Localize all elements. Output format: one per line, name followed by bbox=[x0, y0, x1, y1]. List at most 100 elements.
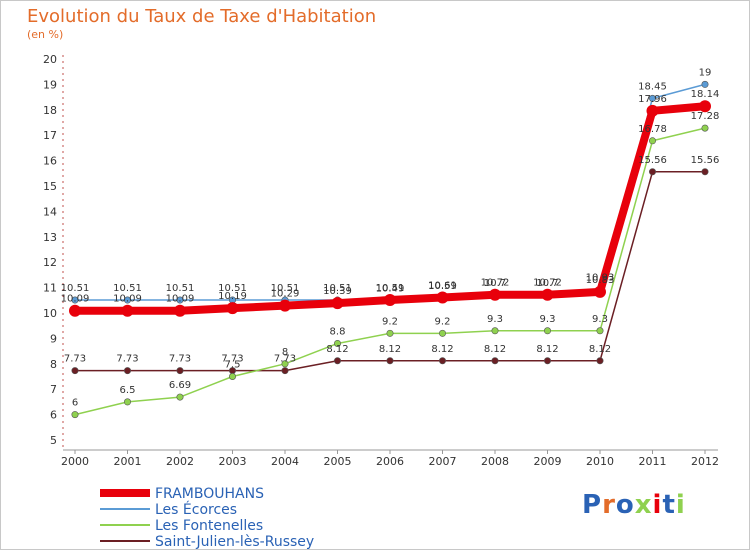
data-label: 10.93 bbox=[586, 272, 615, 283]
data-point bbox=[491, 357, 499, 365]
data-label: 10.51 bbox=[113, 283, 142, 294]
data-point bbox=[176, 393, 184, 401]
x-tick-label: 2011 bbox=[639, 455, 667, 468]
data-point bbox=[438, 357, 446, 365]
data-point bbox=[701, 80, 709, 88]
data-point bbox=[386, 329, 394, 337]
data-point bbox=[69, 304, 81, 317]
logo-letter: x bbox=[634, 490, 653, 520]
data-point bbox=[543, 327, 551, 335]
data-point bbox=[71, 367, 79, 375]
data-point bbox=[176, 296, 184, 304]
data-label: 8.12 bbox=[431, 344, 453, 355]
data-point bbox=[229, 372, 237, 380]
data-point bbox=[124, 367, 132, 375]
data-label: 10.29 bbox=[271, 289, 300, 300]
data-point bbox=[124, 296, 132, 304]
legend-label: FRAMBOUHANS bbox=[155, 486, 264, 502]
x-tick-label: 2009 bbox=[534, 455, 562, 468]
y-tick-label: 19 bbox=[43, 78, 57, 91]
data-label: 15.56 bbox=[638, 155, 667, 166]
data-point bbox=[648, 168, 656, 176]
y-tick-label: 9 bbox=[50, 332, 57, 345]
y-tick-label: 7 bbox=[50, 383, 57, 396]
data-label: 10.51 bbox=[218, 283, 247, 294]
data-label: 10.49 bbox=[376, 284, 405, 295]
data-label: 8.8 bbox=[330, 326, 346, 337]
data-point bbox=[174, 304, 186, 317]
y-tick-label: 12 bbox=[43, 256, 57, 269]
data-point bbox=[279, 299, 291, 312]
data-label: 6.69 bbox=[169, 380, 191, 391]
x-tick-label: 2001 bbox=[114, 455, 142, 468]
data-point bbox=[386, 357, 394, 365]
data-label: 16.78 bbox=[638, 124, 667, 135]
axes: 5 6 7 8 9 10 11 12 13 14 15 16 17 18 19 20 2000 2001 2002 2… bbox=[43, 53, 719, 468]
data-label: 7.73 bbox=[116, 354, 138, 365]
data-point bbox=[701, 168, 709, 176]
logo-letter: i bbox=[652, 490, 663, 520]
data-labels: 10.09 10.09 10.09 10.19 10.29 10.39 10.51 10.61… bbox=[61, 67, 720, 408]
data-label: 8 bbox=[282, 347, 288, 358]
logo-letter: i bbox=[675, 490, 686, 520]
data-point bbox=[596, 357, 604, 365]
data-point bbox=[436, 291, 449, 304]
data-point bbox=[281, 367, 289, 375]
y-tick-label: 15 bbox=[43, 180, 57, 193]
data-label: 10.39 bbox=[323, 286, 352, 297]
data-label: 10.51 bbox=[271, 283, 300, 294]
y-tick-label: 16 bbox=[43, 155, 57, 168]
y-tick-label: 6 bbox=[50, 409, 57, 422]
data-label: 10.51 bbox=[166, 283, 195, 294]
data-label: 6 bbox=[72, 398, 78, 409]
y-tick-label: 5 bbox=[50, 434, 57, 447]
data-label: 10.61 bbox=[428, 281, 457, 292]
data-point bbox=[333, 357, 341, 365]
x-tick-label: 2007 bbox=[429, 455, 457, 468]
data-label: 15.56 bbox=[691, 155, 720, 166]
data-label: 9.3 bbox=[540, 314, 556, 325]
data-point bbox=[71, 296, 79, 304]
data-point bbox=[646, 104, 659, 117]
data-label: 10.19 bbox=[218, 291, 247, 302]
data-label: 9.2 bbox=[435, 316, 451, 327]
data-label: 9.2 bbox=[382, 316, 398, 327]
data-label: 10.51 bbox=[323, 283, 352, 294]
y-tick-label: 11 bbox=[43, 282, 57, 295]
data-label: 10.09 bbox=[61, 294, 90, 305]
y-tick-label: 18 bbox=[43, 104, 57, 117]
data-point bbox=[699, 100, 711, 113]
data-point bbox=[121, 304, 134, 317]
data-point bbox=[384, 294, 396, 307]
logo-letter: P bbox=[582, 490, 603, 520]
data-label: 10.51 bbox=[376, 283, 405, 294]
chart-title: Evolution du Taux de Taxe d'Habitation bbox=[27, 6, 377, 27]
y-tick-label: 20 bbox=[43, 53, 57, 66]
data-label: 10.72 bbox=[481, 278, 510, 289]
legend-label: Les Fontenelles bbox=[155, 518, 263, 534]
y-tick-label: 17 bbox=[43, 129, 57, 142]
data-point bbox=[438, 329, 446, 337]
data-label: 10.7 bbox=[484, 278, 506, 289]
logo-letter: t bbox=[662, 490, 676, 520]
data-label: 8.12 bbox=[536, 344, 558, 355]
data-point bbox=[124, 398, 132, 406]
data-label: 6.5 bbox=[120, 385, 136, 396]
data-label: 9.3 bbox=[487, 314, 503, 325]
data-label: 17.96 bbox=[638, 94, 667, 105]
y-tick-label: 14 bbox=[43, 205, 57, 218]
data-point bbox=[333, 339, 341, 347]
data-label: 7.5 bbox=[225, 360, 241, 371]
data-point bbox=[648, 94, 656, 102]
y-tick-label: 8 bbox=[50, 358, 57, 371]
x-tick-label: 2008 bbox=[481, 455, 509, 468]
x-tick-label: 2006 bbox=[376, 455, 404, 468]
data-point bbox=[543, 357, 551, 365]
x-tick-label: 2005 bbox=[324, 455, 352, 468]
data-label: 8.12 bbox=[589, 344, 611, 355]
data-label: 7.73 bbox=[274, 354, 296, 365]
data-label: 19 bbox=[699, 67, 712, 78]
